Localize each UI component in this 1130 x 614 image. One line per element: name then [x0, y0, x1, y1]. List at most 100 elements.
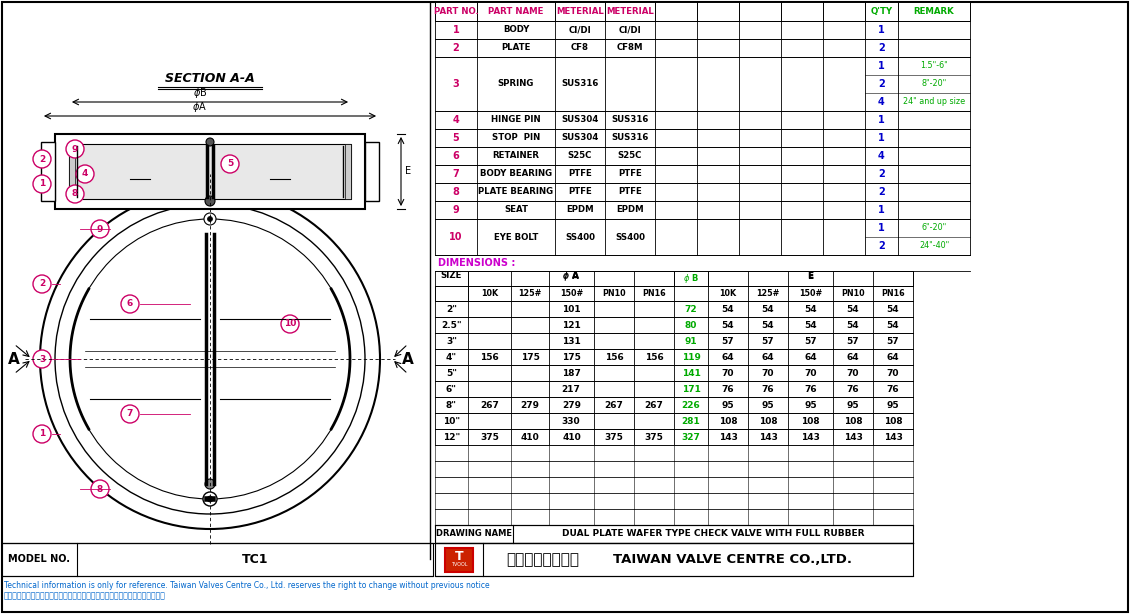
- Text: 217: 217: [562, 384, 581, 394]
- Text: 1.5"-6": 1.5"-6": [920, 61, 948, 71]
- Bar: [435, 201, 970, 219]
- Text: 10: 10: [450, 232, 463, 242]
- Bar: [435, 129, 970, 147]
- Text: DRAWING NAME: DRAWING NAME: [436, 529, 512, 538]
- Text: SUS316: SUS316: [562, 79, 599, 88]
- Text: 10K: 10K: [720, 289, 737, 298]
- Bar: [435, 147, 970, 165]
- Text: BODY: BODY: [503, 26, 529, 34]
- Circle shape: [33, 150, 51, 168]
- Text: EYE BOLT: EYE BOLT: [494, 233, 538, 241]
- Text: SECTION A-A: SECTION A-A: [165, 72, 255, 85]
- Text: 2: 2: [878, 43, 885, 53]
- Text: 76: 76: [722, 384, 735, 394]
- Text: RETAINER: RETAINER: [493, 152, 539, 160]
- Text: 57: 57: [887, 336, 899, 346]
- Text: 1: 1: [878, 115, 885, 125]
- Text: CI/DI: CI/DI: [568, 26, 591, 34]
- Bar: [435, 543, 913, 576]
- Circle shape: [206, 138, 214, 146]
- Text: 108: 108: [758, 416, 777, 426]
- Text: 2: 2: [878, 79, 885, 89]
- Text: 1: 1: [878, 205, 885, 215]
- Text: 187: 187: [562, 368, 581, 378]
- Text: 10: 10: [284, 319, 296, 328]
- Text: 2.5": 2.5": [441, 321, 462, 330]
- Text: PLATE BEARING: PLATE BEARING: [478, 187, 554, 196]
- Text: 410: 410: [521, 432, 539, 441]
- Text: 64: 64: [887, 352, 899, 362]
- Text: 57: 57: [762, 336, 774, 346]
- Text: SS400: SS400: [565, 233, 596, 241]
- Text: 330: 330: [562, 416, 581, 426]
- Text: S25C: S25C: [567, 152, 592, 160]
- Bar: [468, 271, 673, 286]
- Text: 91: 91: [685, 336, 697, 346]
- Text: $\phi$ B: $\phi$ B: [683, 272, 699, 285]
- Bar: [435, 165, 970, 183]
- Text: 54: 54: [722, 321, 735, 330]
- Text: 8: 8: [97, 484, 103, 494]
- Text: 8: 8: [72, 190, 78, 198]
- Text: SEAT: SEAT: [504, 206, 528, 214]
- Text: 4: 4: [878, 151, 885, 161]
- Circle shape: [76, 165, 94, 183]
- Text: PTFE: PTFE: [618, 187, 642, 196]
- Text: 375: 375: [480, 432, 499, 441]
- Text: TVOOL: TVOOL: [451, 562, 467, 567]
- Text: 1: 1: [878, 133, 885, 143]
- Text: 70: 70: [887, 368, 899, 378]
- Text: PTFE: PTFE: [568, 187, 592, 196]
- Text: 95: 95: [887, 400, 899, 410]
- Text: 54: 54: [722, 305, 735, 314]
- Text: 131: 131: [562, 336, 581, 346]
- Circle shape: [92, 480, 108, 498]
- Text: 57: 57: [846, 336, 859, 346]
- Text: 12": 12": [443, 432, 460, 441]
- Text: 9: 9: [72, 144, 78, 154]
- Text: 9: 9: [97, 225, 103, 233]
- Text: 64: 64: [805, 352, 817, 362]
- Text: SUS304: SUS304: [562, 133, 599, 142]
- Circle shape: [205, 479, 215, 489]
- Text: 4: 4: [878, 97, 885, 107]
- Bar: [435, 111, 970, 129]
- Text: 54: 54: [762, 305, 774, 314]
- Text: PART NO.: PART NO.: [434, 7, 478, 16]
- Text: PN10: PN10: [841, 289, 864, 298]
- Text: 1: 1: [453, 25, 460, 35]
- Circle shape: [205, 213, 216, 225]
- Text: CF8: CF8: [571, 44, 589, 53]
- Text: 57: 57: [805, 336, 817, 346]
- Text: PLATE: PLATE: [502, 44, 531, 53]
- Bar: [709, 271, 913, 286]
- Text: CF8M: CF8M: [617, 44, 643, 53]
- Circle shape: [92, 220, 108, 238]
- Text: 267: 267: [644, 400, 663, 410]
- Text: 4": 4": [446, 352, 457, 362]
- Text: 10": 10": [443, 416, 460, 426]
- Circle shape: [33, 175, 51, 193]
- Text: 3: 3: [453, 79, 460, 89]
- Bar: [435, 21, 970, 39]
- Text: 6": 6": [446, 384, 457, 394]
- Text: 226: 226: [681, 400, 701, 410]
- Text: 6"-20": 6"-20": [921, 223, 947, 233]
- Bar: [365, 142, 379, 201]
- Bar: [435, 2, 970, 21]
- Bar: [445, 548, 473, 572]
- Text: 72: 72: [685, 305, 697, 314]
- Text: EPDM: EPDM: [566, 206, 593, 214]
- Text: DUAL PLATE WAFER TYPE CHECK VALVE WITH FULL RUBBER: DUAL PLATE WAFER TYPE CHECK VALVE WITH F…: [562, 529, 864, 538]
- Text: 54: 54: [887, 321, 899, 330]
- Text: S25C: S25C: [618, 152, 642, 160]
- Text: 3": 3": [446, 336, 457, 346]
- Text: 125#: 125#: [756, 289, 780, 298]
- Text: 95: 95: [762, 400, 774, 410]
- Circle shape: [33, 425, 51, 443]
- Text: 1: 1: [38, 430, 45, 438]
- Text: 7: 7: [127, 410, 133, 419]
- Bar: [435, 39, 970, 57]
- Text: METERIAL: METERIAL: [556, 7, 603, 16]
- Text: 1: 1: [878, 25, 885, 35]
